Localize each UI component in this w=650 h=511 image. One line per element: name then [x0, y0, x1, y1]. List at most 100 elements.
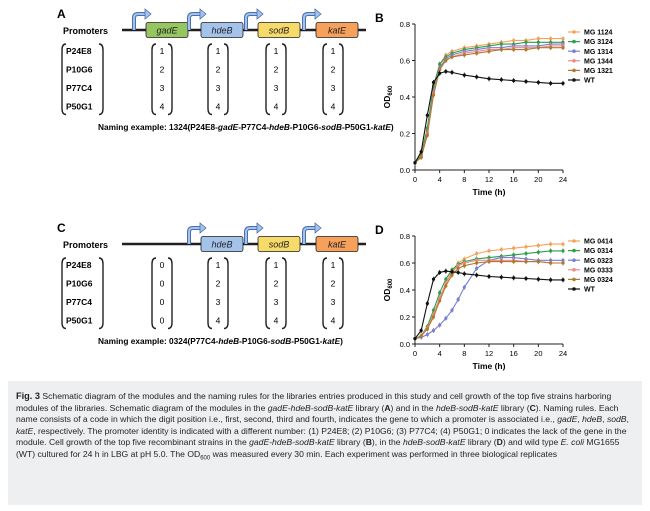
data-point [456, 264, 460, 268]
data-point [524, 79, 528, 84]
x-tick-label: 20 [534, 349, 542, 358]
y-tick-label: 0.8 [400, 20, 410, 29]
promoter-arrow-icon [187, 226, 201, 244]
gene-label-hdeB: hdeB [211, 240, 232, 250]
promoter-code-cell: 4 [331, 102, 336, 112]
data-point [524, 47, 528, 52]
y-tick-label: 0.0 [400, 340, 410, 349]
data-point [438, 62, 442, 66]
data-point [536, 37, 540, 41]
promoter-code-cell: 4 [274, 316, 279, 326]
x-tick-label: 24 [559, 175, 567, 184]
promoter-arrowhead-icon [256, 8, 264, 20]
data-point [456, 266, 460, 270]
panel-letter-b: B [375, 11, 384, 25]
caption-figure-label: Fig. 3 [16, 391, 40, 401]
legend-label: MG 0314 [584, 248, 613, 255]
data-point [487, 274, 491, 279]
data-point [438, 291, 442, 295]
data-point [499, 47, 503, 52]
data-point [512, 47, 516, 52]
data-point [475, 251, 479, 256]
promoter-code-cell: 1 [160, 46, 165, 56]
legend-label: MG 1124 [584, 30, 613, 37]
legend-marker [572, 68, 576, 73]
promoter-code-cell: 2 [274, 279, 279, 289]
data-point [462, 53, 466, 57]
data-point [524, 251, 528, 256]
promoter-code-cell: 1 [331, 46, 336, 56]
data-point [524, 276, 528, 281]
data-point [450, 55, 454, 59]
data-point [561, 81, 565, 85]
promoter-code-cell: 0 [160, 316, 165, 326]
bracket-left [322, 43, 328, 116]
legend-marker [572, 277, 576, 282]
data-point [444, 277, 448, 281]
figure-canvas: A Promoters gadE hdeB sodB katE P24E8 P10G6 P77C… [57, 7, 613, 371]
promoter-arrowhead-icon [314, 8, 322, 20]
data-point [419, 155, 423, 159]
x-tick-label: 16 [509, 175, 517, 184]
promoter-code-cell: 4 [274, 102, 279, 112]
bracket-left [265, 43, 271, 116]
legend-marker [572, 78, 576, 82]
data-point [549, 46, 553, 50]
figure-caption: Fig. 3 Schematic diagram of the modules … [8, 381, 642, 505]
data-point [431, 315, 436, 319]
promoter-arrowhead-icon [314, 222, 322, 234]
promoter-code-cell: 1 [331, 260, 336, 270]
promoter-row-label: P24E8 [66, 46, 92, 56]
panel-letter-d: D [375, 223, 384, 237]
promoter-arrow-fill [245, 227, 258, 244]
promoter-arrow-icon [132, 12, 146, 30]
bracket-left [207, 257, 213, 330]
promoter-code-cell: 2 [160, 65, 165, 75]
bracket-left [61, 43, 67, 116]
bracket-left [61, 257, 67, 330]
data-point [561, 249, 565, 253]
data-point [536, 250, 540, 254]
series-line [414, 257, 563, 340]
legend-marker [572, 239, 576, 243]
gene-box-hdeB [200, 236, 244, 252]
legend-label: MG 1314 [584, 49, 613, 56]
legend-label: MG 0323 [584, 258, 613, 265]
legend-label: MG 0414 [584, 239, 613, 246]
promoter-arrow-fill [303, 227, 316, 244]
data-point [444, 284, 448, 288]
legend-marker [572, 39, 576, 44]
data-point [438, 299, 442, 303]
promoter-arrow-icon [244, 226, 258, 244]
gene-label-sodB: sodB [269, 26, 290, 36]
data-point [425, 332, 429, 337]
data-point [549, 261, 553, 265]
gene-label-sodB: sodB [269, 240, 290, 250]
promoter-code-cell: 0 [160, 297, 165, 307]
data-point [499, 247, 503, 252]
data-point [419, 150, 423, 154]
y-tick-label: 0.6 [400, 57, 410, 66]
promoter-code-cell: 1 [274, 260, 279, 270]
y-tick-label: 0.4 [400, 93, 410, 102]
legend-label: MG 0333 [584, 267, 613, 274]
data-point [431, 93, 436, 97]
data-point [425, 301, 429, 306]
y-tick-label: 0.0 [400, 166, 410, 175]
data-point [536, 260, 540, 264]
x-tick-label: 4 [438, 175, 442, 184]
data-point [475, 75, 479, 79]
data-point [536, 46, 540, 50]
x-axis-label: Time (h) [473, 187, 506, 197]
promoter-row-label: P50G1 [66, 316, 93, 326]
promoter-code-cell: 2 [331, 279, 336, 289]
promoter-row-label: P24E8 [66, 260, 92, 270]
promoter-arrowhead-icon [199, 8, 207, 20]
data-point [431, 80, 436, 84]
promoter-arrow-fill [303, 13, 316, 30]
legend-marker [572, 30, 576, 34]
x-tick-label: 16 [509, 349, 517, 358]
bracket-left [207, 43, 213, 116]
bracket-right [223, 257, 229, 330]
data-point [487, 77, 491, 81]
